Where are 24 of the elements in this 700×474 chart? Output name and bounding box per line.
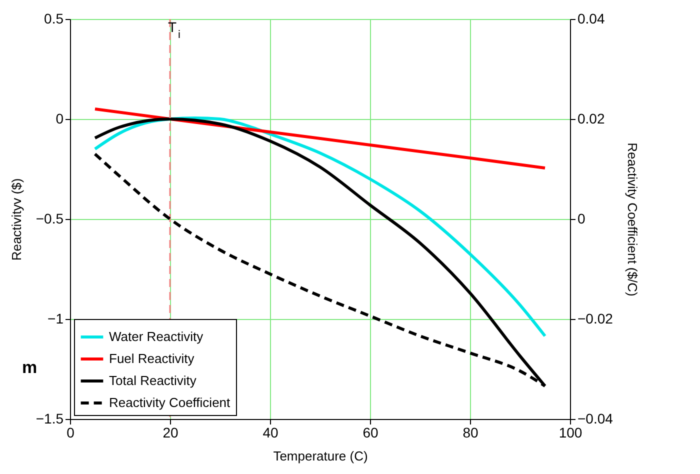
text: m	[22, 358, 38, 378]
legend-label: Fuel Reactivity	[109, 351, 195, 366]
x-tick-label: 100	[558, 424, 582, 440]
x-tick-label: 40	[262, 424, 278, 440]
y2-tick-label: 0.02	[578, 110, 605, 126]
x-tick-label: 80	[462, 424, 478, 440]
y2-tick-label: 0	[578, 210, 586, 226]
legend-label: Water Reactivity	[109, 329, 204, 344]
legend-label: Reactivity Coefficient	[109, 395, 231, 410]
y-tick-label: −1	[48, 310, 64, 326]
y2-tick-label: 0.04	[578, 10, 605, 26]
x-axis-title: Temperature (C)	[273, 448, 368, 464]
y-tick-label: −1.5	[36, 410, 64, 426]
y2-tick-label: −0.04	[578, 410, 614, 426]
y2-axis-title: Reactivity Coefficient ($/C)	[624, 142, 640, 296]
y-tick-label: −0.5	[36, 210, 64, 226]
x-tick-label: 20	[162, 424, 178, 440]
legend-label: Total Reactivity	[109, 373, 197, 388]
x-tick-label: 60	[362, 424, 378, 440]
y2-tick-label: −0.02	[578, 310, 614, 326]
y-tick-label: 0.5	[44, 10, 64, 26]
x-tick-label: 0	[66, 424, 75, 440]
y-axis-title: Reactivityv ($)	[8, 178, 24, 261]
y-tick-label: 0	[56, 110, 64, 126]
